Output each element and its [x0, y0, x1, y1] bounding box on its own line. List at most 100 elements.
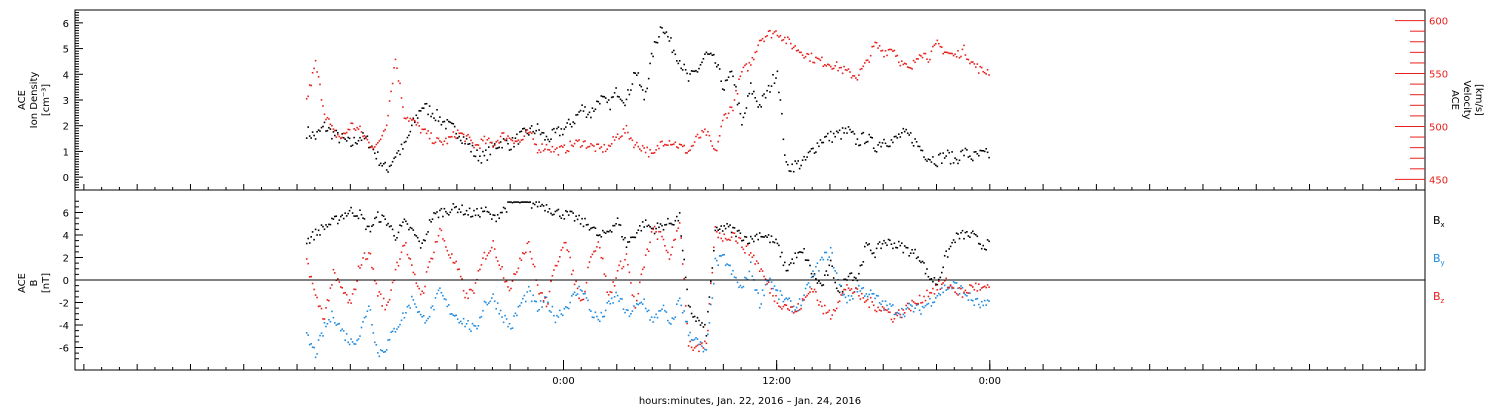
bx-point: [311, 231, 314, 233]
bx-point: [528, 201, 530, 204]
velocity-point: [699, 136, 702, 139]
by-point: [433, 308, 435, 311]
bx-point: [418, 240, 420, 243]
by-point: [674, 316, 677, 318]
density-point: [822, 141, 825, 144]
by-point: [485, 301, 487, 304]
density-point: [428, 105, 431, 107]
by-point: [348, 343, 351, 346]
bx-point: [317, 229, 320, 232]
bx-point: [782, 264, 785, 267]
by-point: [784, 298, 786, 301]
bz-point: [424, 285, 426, 288]
by-point: [331, 310, 333, 313]
bx-point: [650, 227, 653, 230]
bx-point: [932, 280, 934, 283]
bx-point: [911, 249, 913, 251]
bz-point: [567, 250, 570, 253]
density-point: [674, 53, 677, 56]
by-point: [569, 301, 571, 304]
density-point: [717, 64, 719, 66]
bz-point: [431, 257, 434, 260]
bz-point: [690, 346, 693, 349]
density-point: [960, 150, 962, 153]
bz-point: [615, 277, 617, 279]
velocity-point: [949, 52, 952, 55]
by-point: [874, 297, 876, 300]
by-point: [468, 328, 471, 331]
by-point: [368, 305, 370, 307]
bz-point: [869, 296, 872, 299]
velocity-point: [456, 129, 459, 132]
bx-point: [798, 251, 801, 253]
bx-point: [625, 246, 628, 248]
density-point: [801, 159, 804, 161]
bx-point: [456, 211, 459, 214]
bx-point: [955, 232, 958, 234]
by-point: [763, 294, 765, 297]
by-point: [803, 294, 805, 296]
velocity-point: [385, 124, 388, 127]
bx-point: [331, 217, 333, 220]
bz-point: [713, 246, 715, 249]
bx-point: [945, 250, 947, 252]
by-point: [880, 303, 882, 306]
density-point: [835, 130, 838, 133]
density-point: [975, 151, 977, 153]
bx-point: [637, 229, 640, 231]
density-point: [393, 157, 395, 160]
velocity-point: [405, 117, 407, 120]
density-point: [943, 157, 946, 159]
bz-point: [673, 239, 675, 241]
bz-point: [942, 282, 944, 284]
by-point: [493, 300, 496, 302]
density-point: [903, 130, 906, 133]
density-point: [689, 73, 691, 75]
bx-point: [988, 240, 990, 243]
velocity-point: [415, 124, 418, 126]
bz-point: [941, 283, 943, 286]
velocity-point: [397, 80, 400, 82]
velocity-point: [408, 120, 410, 122]
bx-point: [868, 243, 870, 245]
density-point: [627, 89, 629, 91]
density-point: [683, 63, 685, 66]
density-point: [337, 132, 339, 134]
velocity-point: [326, 116, 329, 119]
bx-point: [341, 214, 343, 216]
bz-point: [804, 296, 807, 298]
velocity-point: [901, 60, 903, 62]
bx-point: [716, 226, 718, 229]
velocity-point: [760, 39, 762, 42]
density-point: [673, 49, 675, 52]
density-point: [929, 159, 931, 161]
by-point: [379, 349, 382, 351]
bx-point: [748, 242, 751, 244]
density-point: [985, 148, 987, 150]
by-point: [903, 315, 906, 318]
velocity-point: [533, 143, 536, 145]
density-point: [914, 138, 916, 140]
bx-point: [536, 205, 539, 208]
by-point: [609, 302, 611, 305]
velocity-point: [528, 132, 530, 134]
velocity-point: [637, 145, 640, 148]
bz-point: [946, 286, 949, 289]
velocity-point: [723, 114, 725, 116]
bz-point: [887, 311, 890, 313]
velocity-point: [893, 49, 896, 52]
bx-point: [939, 276, 942, 279]
density-point: [668, 40, 671, 42]
by-point: [883, 309, 885, 311]
bz-point: [348, 299, 351, 301]
bx-point: [718, 228, 721, 230]
bx-point: [325, 224, 327, 226]
by-point: [311, 346, 314, 348]
bz-point: [929, 291, 931, 294]
bz-point: [529, 251, 531, 253]
bz-point: [818, 304, 820, 306]
bz-point: [862, 297, 865, 299]
bx-point: [967, 235, 970, 237]
bx-point: [699, 324, 702, 326]
bx-point: [678, 212, 681, 214]
